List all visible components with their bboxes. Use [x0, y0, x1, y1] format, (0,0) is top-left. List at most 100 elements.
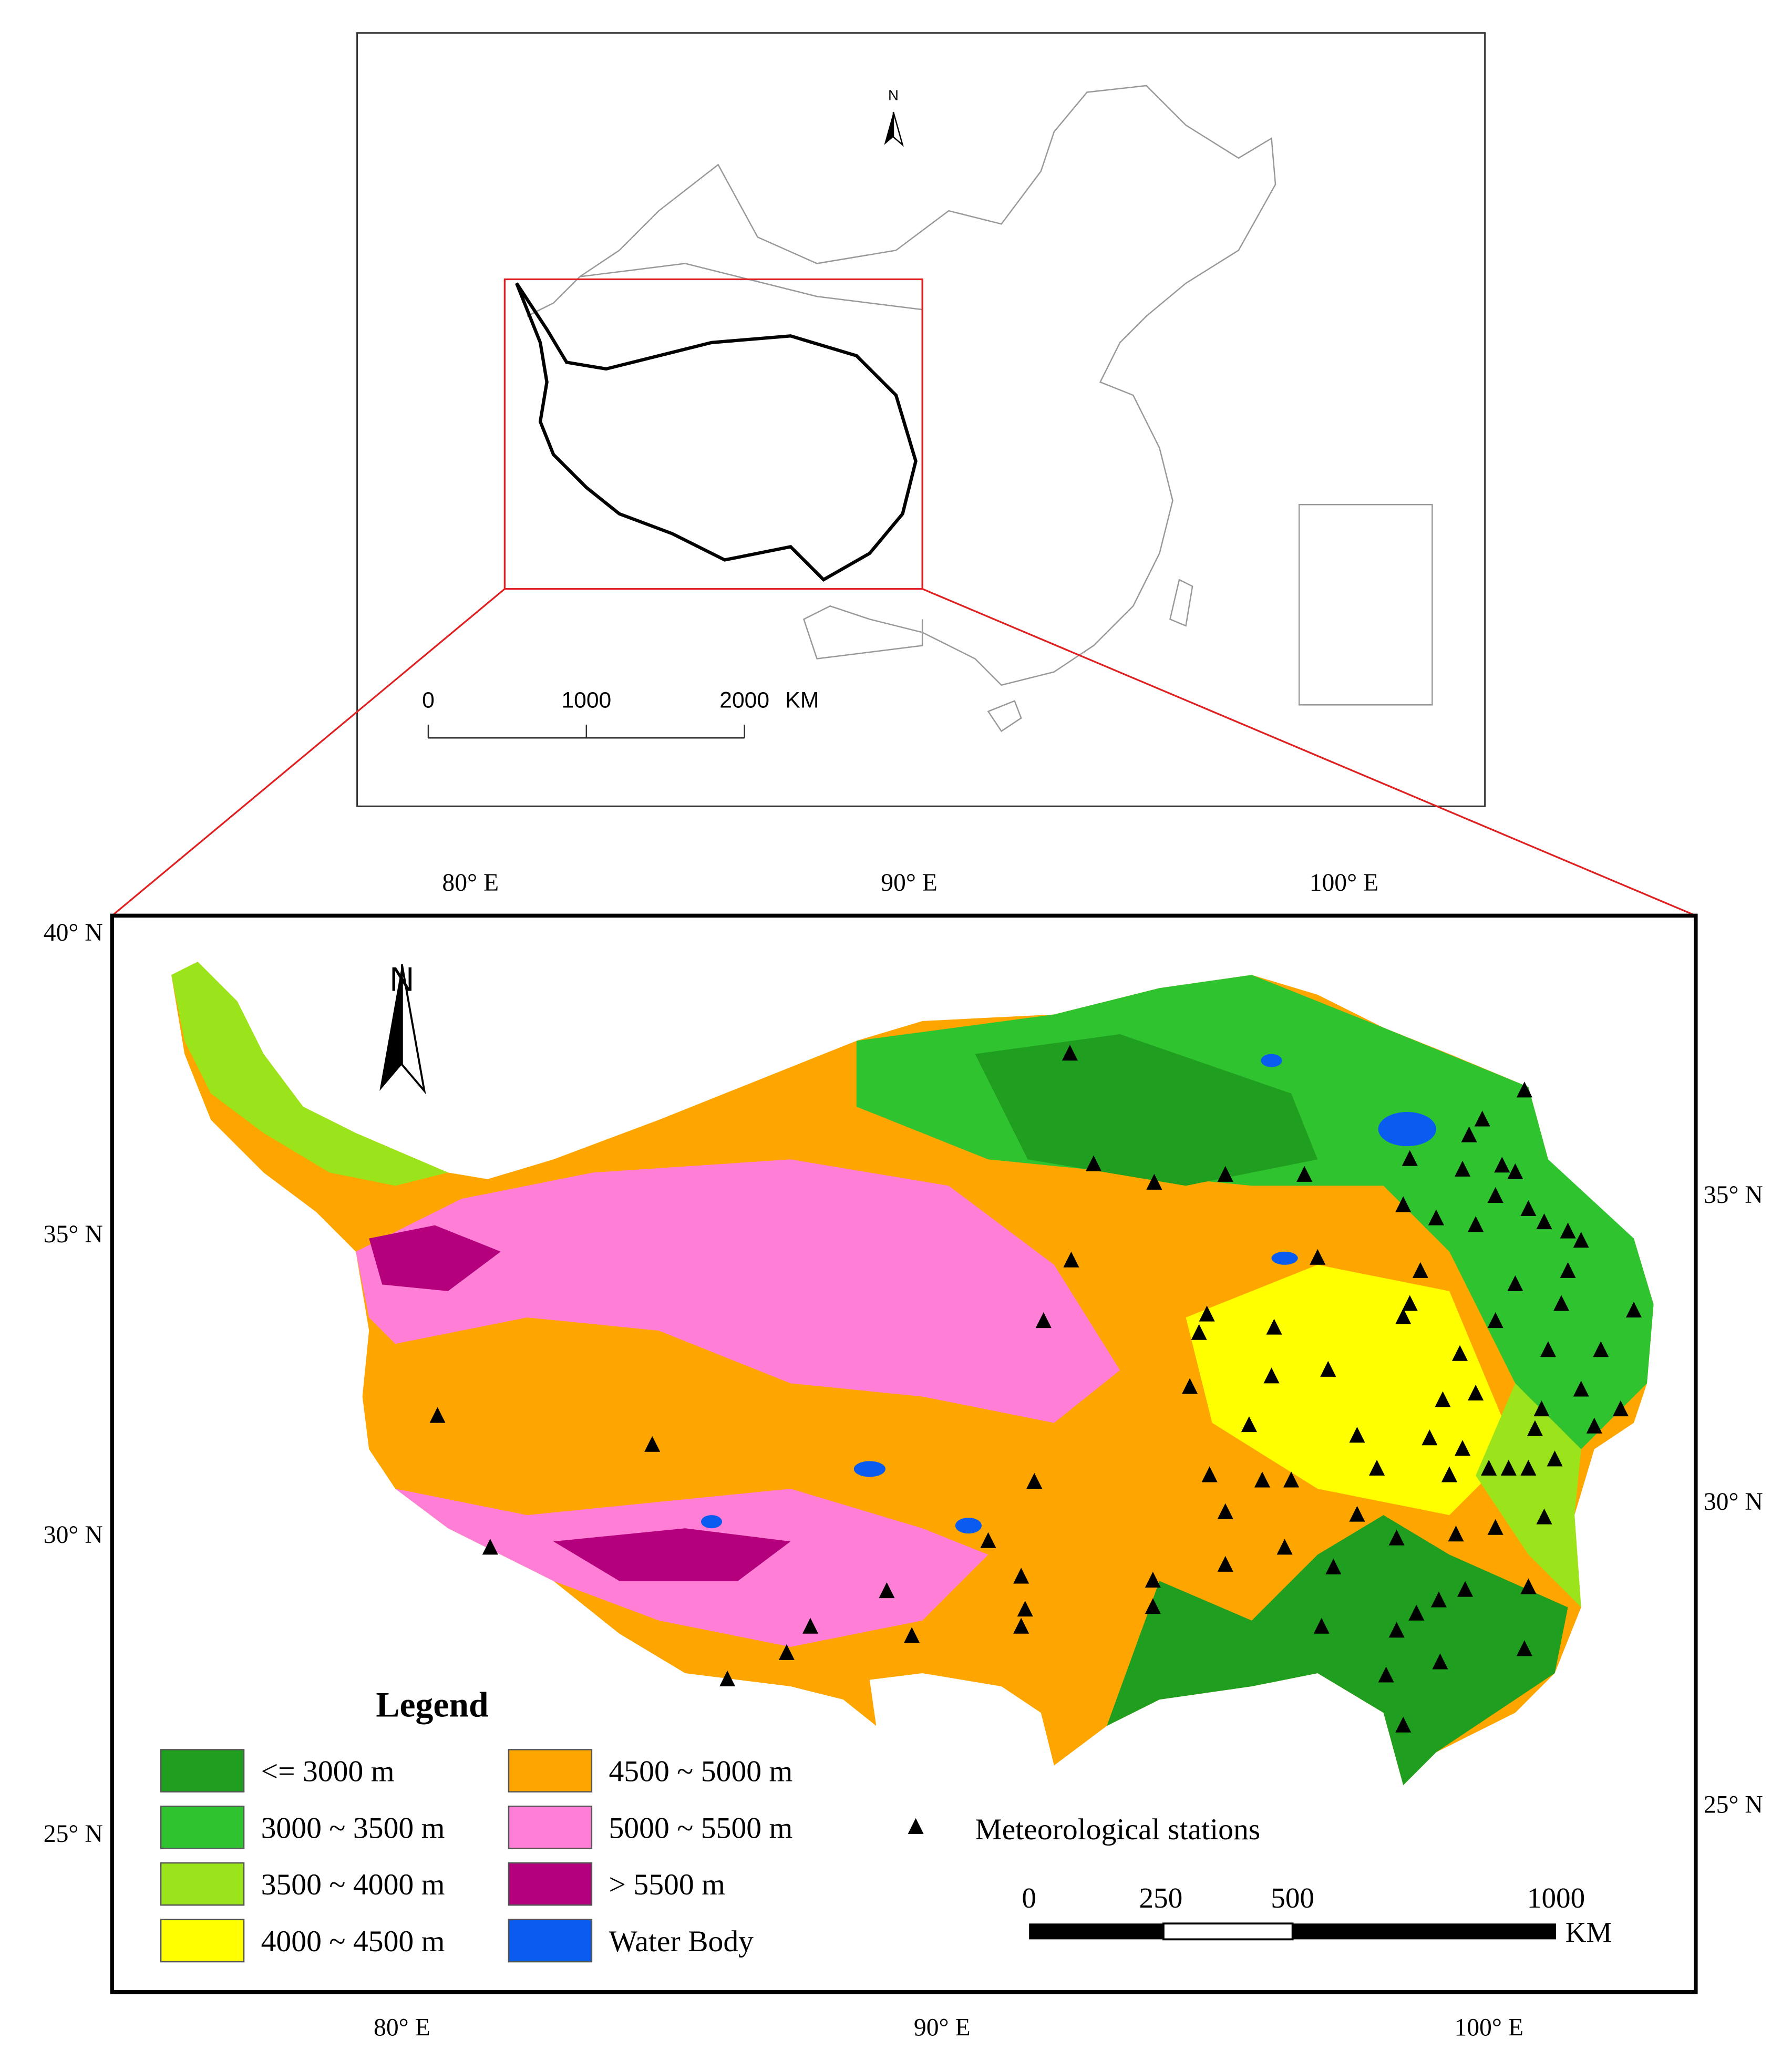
station — [1013, 1618, 1029, 1634]
station — [1296, 1166, 1313, 1182]
station — [1325, 1558, 1342, 1574]
legend-swatch — [160, 1805, 245, 1849]
legend-label: Water Body — [609, 1925, 754, 1958]
water-body — [955, 1518, 982, 1534]
legend-swatch — [508, 1862, 593, 1906]
station — [1017, 1601, 1033, 1617]
station — [1402, 1295, 1418, 1311]
station — [1454, 1440, 1471, 1456]
station — [802, 1618, 819, 1634]
axis-label: 90° E — [881, 869, 938, 897]
plateau-outline — [515, 282, 918, 582]
terrain — [171, 962, 1654, 1786]
station — [1432, 1653, 1448, 1670]
station — [1468, 1384, 1484, 1401]
station — [1520, 1200, 1537, 1217]
axis-label: 25° N — [44, 1820, 103, 1848]
station — [1540, 1341, 1557, 1357]
station — [1145, 1598, 1161, 1614]
station — [1494, 1157, 1510, 1173]
station — [1402, 1150, 1418, 1166]
station — [1428, 1209, 1444, 1225]
axis-label: 80° E — [374, 2014, 430, 2041]
elevation-zone — [1186, 1264, 1516, 1516]
station — [1573, 1381, 1589, 1397]
elevation-zone — [553, 1528, 791, 1581]
legend-swatch — [160, 1919, 245, 1963]
legend-swatch — [508, 1805, 593, 1849]
legend-label: 3000 ~ 3500 m — [261, 1811, 445, 1845]
station — [1507, 1275, 1523, 1291]
station — [879, 1582, 895, 1599]
station — [1573, 1232, 1589, 1248]
country-outline — [579, 85, 1276, 686]
scale-unit: KM — [785, 687, 819, 713]
axis-label: 100° E — [1310, 869, 1378, 897]
axis-label: 35° N — [44, 1221, 103, 1248]
station — [1266, 1318, 1282, 1335]
scale-label: 0 — [1022, 1882, 1036, 1914]
zoom-line — [111, 588, 506, 916]
water-body — [1261, 1054, 1282, 1067]
water-body — [1378, 1111, 1436, 1147]
station — [904, 1627, 920, 1643]
station — [1320, 1361, 1336, 1377]
station — [1026, 1472, 1043, 1489]
station-legend-symbol — [908, 1818, 924, 1834]
station — [1035, 1312, 1052, 1328]
legend-title: Legend — [376, 1685, 488, 1725]
legend-label: 3500 ~ 4000 m — [261, 1868, 445, 1901]
scale-label: 2000 — [719, 687, 769, 713]
station — [1451, 1345, 1468, 1361]
scale-label: 1000 — [561, 687, 611, 713]
water-body — [1271, 1251, 1298, 1265]
station — [1182, 1378, 1198, 1394]
station — [1349, 1427, 1365, 1443]
station — [778, 1644, 795, 1660]
legend-label: 4500 ~ 5000 m — [609, 1755, 792, 1788]
station — [1441, 1466, 1458, 1482]
station — [1516, 1081, 1532, 1098]
station — [1481, 1459, 1497, 1476]
station — [1395, 1716, 1412, 1733]
legend-swatch — [508, 1749, 593, 1793]
scale-segment — [1029, 1923, 1163, 1940]
legend-swatch — [160, 1749, 245, 1793]
station — [1560, 1222, 1576, 1239]
north-arrow — [884, 112, 893, 145]
axis-label: 35° N — [1704, 1181, 1763, 1209]
main-frame — [110, 913, 1698, 1994]
station — [1378, 1666, 1394, 1683]
station — [1520, 1459, 1537, 1476]
scale-label: 250 — [1139, 1882, 1183, 1914]
elevation-zone — [171, 962, 448, 1186]
station — [1454, 1160, 1471, 1177]
axis-label: 80° E — [442, 869, 499, 897]
north-label: N — [888, 87, 899, 104]
island — [987, 579, 1193, 733]
axis-label: 30° N — [1704, 1488, 1763, 1516]
station — [719, 1670, 736, 1687]
station — [1254, 1471, 1271, 1488]
elevation-zone — [1476, 1383, 1581, 1608]
station — [1500, 1459, 1517, 1476]
station — [1395, 1196, 1412, 1212]
station — [1553, 1295, 1570, 1311]
station — [1412, 1262, 1428, 1278]
north-arrow — [400, 964, 426, 1095]
station — [1457, 1581, 1474, 1597]
inset-frame — [356, 32, 1486, 807]
station — [1536, 1213, 1552, 1230]
axis-label: 30° N — [44, 1521, 103, 1549]
legend-label: 4000 ~ 4500 m — [261, 1925, 445, 1958]
axis-label: 100° E — [1454, 2014, 1523, 2041]
legend-label: <= 3000 m — [261, 1755, 395, 1788]
station — [1201, 1466, 1218, 1482]
north-label: N — [389, 960, 414, 998]
stations-label: Meteorological stations — [975, 1813, 1260, 1846]
axis-label: 40° N — [44, 919, 103, 946]
station — [1536, 1508, 1552, 1524]
